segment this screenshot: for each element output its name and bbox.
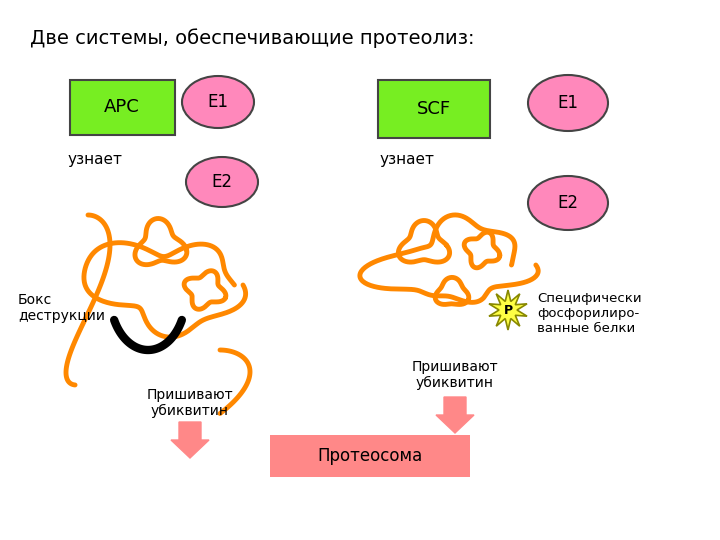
FancyBboxPatch shape [70,80,175,135]
Text: Пришивают
убиквитин: Пришивают убиквитин [147,388,233,418]
Text: Бокс
деструкции: Бокс деструкции [18,293,105,323]
Polygon shape [489,290,527,330]
Text: узнает: узнает [68,152,123,167]
Ellipse shape [186,157,258,207]
Ellipse shape [528,176,608,230]
Text: Е1: Е1 [207,93,228,111]
Text: Две системы, обеспечивающие протеолиз:: Две системы, обеспечивающие протеолиз: [30,28,474,48]
Text: узнает: узнает [380,152,435,167]
Text: АРС: АРС [104,98,140,116]
Text: Специфически
фосфорилиро-
ванные белки: Специфически фосфорилиро- ванные белки [537,292,642,335]
FancyArrow shape [171,422,209,458]
Text: Протеосома: Протеосома [318,447,423,465]
FancyBboxPatch shape [270,435,470,477]
Text: SCF: SCF [417,100,451,118]
Text: Е2: Е2 [212,173,233,191]
Ellipse shape [182,76,254,128]
Text: Пришивают
убиквитин: Пришивают убиквитин [412,360,498,390]
Text: Р: Р [503,303,513,316]
Text: Е1: Е1 [557,94,578,112]
FancyBboxPatch shape [378,80,490,138]
Text: Е2: Е2 [557,194,578,212]
FancyArrow shape [436,397,474,433]
Ellipse shape [528,75,608,131]
